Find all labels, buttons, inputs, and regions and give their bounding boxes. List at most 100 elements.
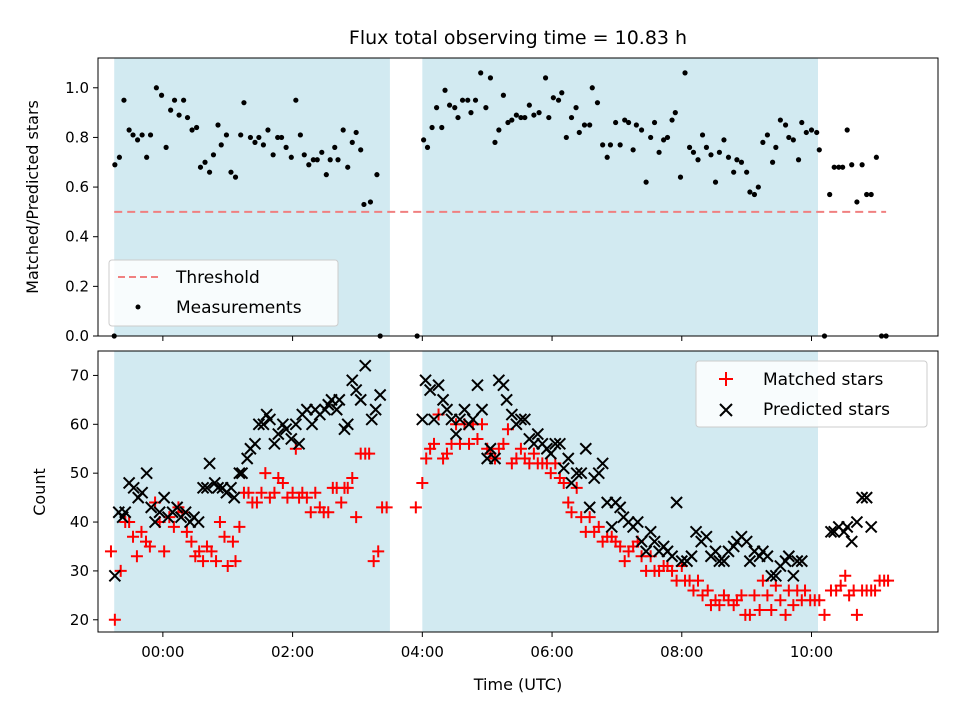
matched-star-point: [135, 525, 148, 538]
predicted-star-point: [135, 486, 149, 499]
measurement-point: [228, 169, 234, 175]
matched-star-point: [221, 560, 234, 573]
top-x-axis: [162, 336, 813, 341]
legend-threshold-label: Threshold: [175, 268, 260, 288]
x-tick-label: 04:00: [401, 643, 444, 661]
matched-star-point: [514, 442, 527, 455]
matched-star-point: [565, 506, 578, 519]
measurement-point: [270, 152, 276, 158]
predicted-star-point: [427, 413, 441, 426]
measurement-point: [669, 117, 675, 123]
measurement-point: [232, 174, 239, 180]
measurement-point: [144, 154, 150, 160]
matched-star-point: [882, 574, 895, 587]
matched-star-point: [213, 516, 226, 529]
predicted-star-point: [170, 501, 184, 514]
predicted-star-point: [365, 413, 378, 426]
measurement-point: [168, 107, 174, 113]
measurement-point: [622, 117, 628, 123]
predicted-star-point: [761, 550, 774, 563]
matched-star-point: [420, 452, 433, 465]
predicted-star-point: [359, 359, 372, 372]
measurement-point: [799, 119, 805, 126]
measurement-point: [782, 122, 789, 128]
predicted-star-point: [544, 447, 557, 460]
predicted-star-point: [196, 481, 210, 495]
matched-star-point: [130, 550, 143, 563]
measurement-point: [803, 129, 809, 136]
matched-star-point: [210, 555, 223, 568]
measurement-point: [625, 119, 632, 126]
top-panel: 0.0 0.2 0.4 0.6 0.8 1.0 Matched/Predicted sta…: [23, 57, 939, 345]
measurement-point: [265, 127, 271, 133]
x-tick-label: 06:00: [530, 643, 573, 661]
measurement-point: [278, 134, 285, 141]
matched-star-point: [787, 599, 800, 612]
matched-star-point: [527, 447, 540, 460]
measurement-point: [630, 147, 636, 153]
predicted-star-point: [685, 550, 698, 563]
matched-star-point: [557, 476, 570, 489]
measurement-point: [594, 100, 601, 106]
matched-star-point: [544, 467, 557, 480]
predicted-star-point: [233, 466, 246, 480]
measurement-point: [550, 95, 556, 101]
predicted-star-point: [466, 413, 480, 426]
predicted-star-point: [570, 466, 583, 480]
predicted-star-point: [279, 422, 293, 436]
bottom-y-axis: 20 30 40 50 60 70: [70, 366, 98, 629]
measurement-point: [487, 75, 494, 81]
measurement-point: [210, 152, 217, 158]
measurement-point: [542, 75, 549, 81]
matched-star-point: [363, 447, 376, 460]
matched-star-point: [753, 604, 766, 617]
predicted-star-point: [432, 379, 445, 392]
measurement-point: [638, 127, 645, 133]
legend-measurements-swatch: [135, 304, 141, 310]
measurement-point: [844, 127, 850, 133]
matched-star-point: [255, 486, 268, 499]
measurement-point: [241, 100, 247, 106]
measurement-point: [526, 102, 532, 108]
y-tick-label: 0.0: [65, 327, 89, 345]
matched-star-point: [813, 594, 826, 607]
measurement-point: [176, 112, 182, 118]
y-tick-label: 60: [70, 415, 89, 433]
measurement-point: [738, 159, 745, 165]
predicted-star-point: [440, 403, 454, 416]
legend-predicted-label: Predicted stars: [763, 400, 890, 420]
matched-star-point: [242, 486, 255, 499]
top-shaded-spans: [114, 58, 818, 336]
predicted-star-point: [670, 496, 683, 509]
measurement-point: [682, 70, 688, 76]
measurement-point: [283, 144, 289, 150]
measurement-point: [633, 122, 639, 128]
matched-star-point: [497, 437, 510, 450]
top-y-axis-label: Matched/Predicted stars: [23, 100, 42, 294]
measurement-point: [555, 97, 562, 103]
measurement-point: [607, 142, 614, 148]
measurement-point: [587, 122, 593, 128]
x-tick-label: 08:00: [660, 643, 703, 661]
measurement-point: [442, 87, 448, 93]
matched-star-point: [309, 486, 322, 499]
measurement-point: [573, 105, 579, 111]
matched-star-point: [304, 506, 317, 519]
predicted-star-point: [354, 393, 367, 407]
measurement-point: [139, 132, 145, 138]
measurement-point: [808, 127, 815, 133]
measurement-point: [546, 114, 552, 121]
matched-star-point: [322, 506, 335, 519]
predicted-star-point: [518, 413, 532, 426]
measurement-point: [455, 114, 461, 121]
measurement-point: [868, 191, 874, 198]
matched-star-point: [850, 608, 863, 621]
measurements-series: [111, 70, 889, 339]
measurement-point: [332, 144, 338, 150]
matched-star-point: [440, 447, 453, 460]
measurement-point: [158, 92, 165, 98]
predicted-star-point: [644, 525, 657, 539]
y-tick-label: 0.6: [65, 178, 89, 196]
measurement-point: [744, 169, 750, 175]
measurement-point: [452, 105, 458, 111]
